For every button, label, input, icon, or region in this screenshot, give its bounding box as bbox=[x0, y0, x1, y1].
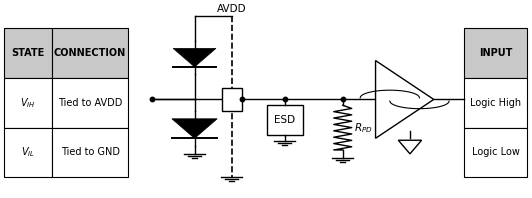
Bar bbox=[52, 78, 128, 128]
Bar bbox=[52, 128, 128, 177]
Text: Logic High: Logic High bbox=[470, 98, 521, 108]
Text: $R_{PD}$: $R_{PD}$ bbox=[354, 121, 373, 134]
Text: STATE: STATE bbox=[11, 48, 45, 58]
Polygon shape bbox=[173, 48, 216, 67]
Text: INPUT: INPUT bbox=[479, 48, 512, 58]
Text: $V_{IH}$: $V_{IH}$ bbox=[20, 96, 36, 110]
Bar bbox=[4, 128, 52, 177]
Bar bbox=[464, 128, 527, 177]
Polygon shape bbox=[398, 140, 421, 154]
Bar bbox=[4, 78, 52, 128]
Text: AVDD: AVDD bbox=[217, 4, 246, 14]
Bar bbox=[267, 105, 303, 135]
Bar bbox=[52, 29, 128, 78]
Bar bbox=[464, 78, 527, 128]
Text: Tied to GND: Tied to GND bbox=[61, 147, 120, 157]
Text: CONNECTION: CONNECTION bbox=[54, 48, 126, 58]
Text: Logic Low: Logic Low bbox=[472, 147, 520, 157]
Bar bbox=[221, 88, 242, 111]
Polygon shape bbox=[376, 61, 434, 138]
Text: $V_{IL}$: $V_{IL}$ bbox=[21, 146, 35, 159]
Text: Tied to AVDD: Tied to AVDD bbox=[58, 98, 122, 108]
Bar bbox=[464, 29, 527, 78]
Text: ESD: ESD bbox=[274, 115, 295, 125]
Polygon shape bbox=[172, 119, 217, 138]
Bar bbox=[4, 29, 52, 78]
